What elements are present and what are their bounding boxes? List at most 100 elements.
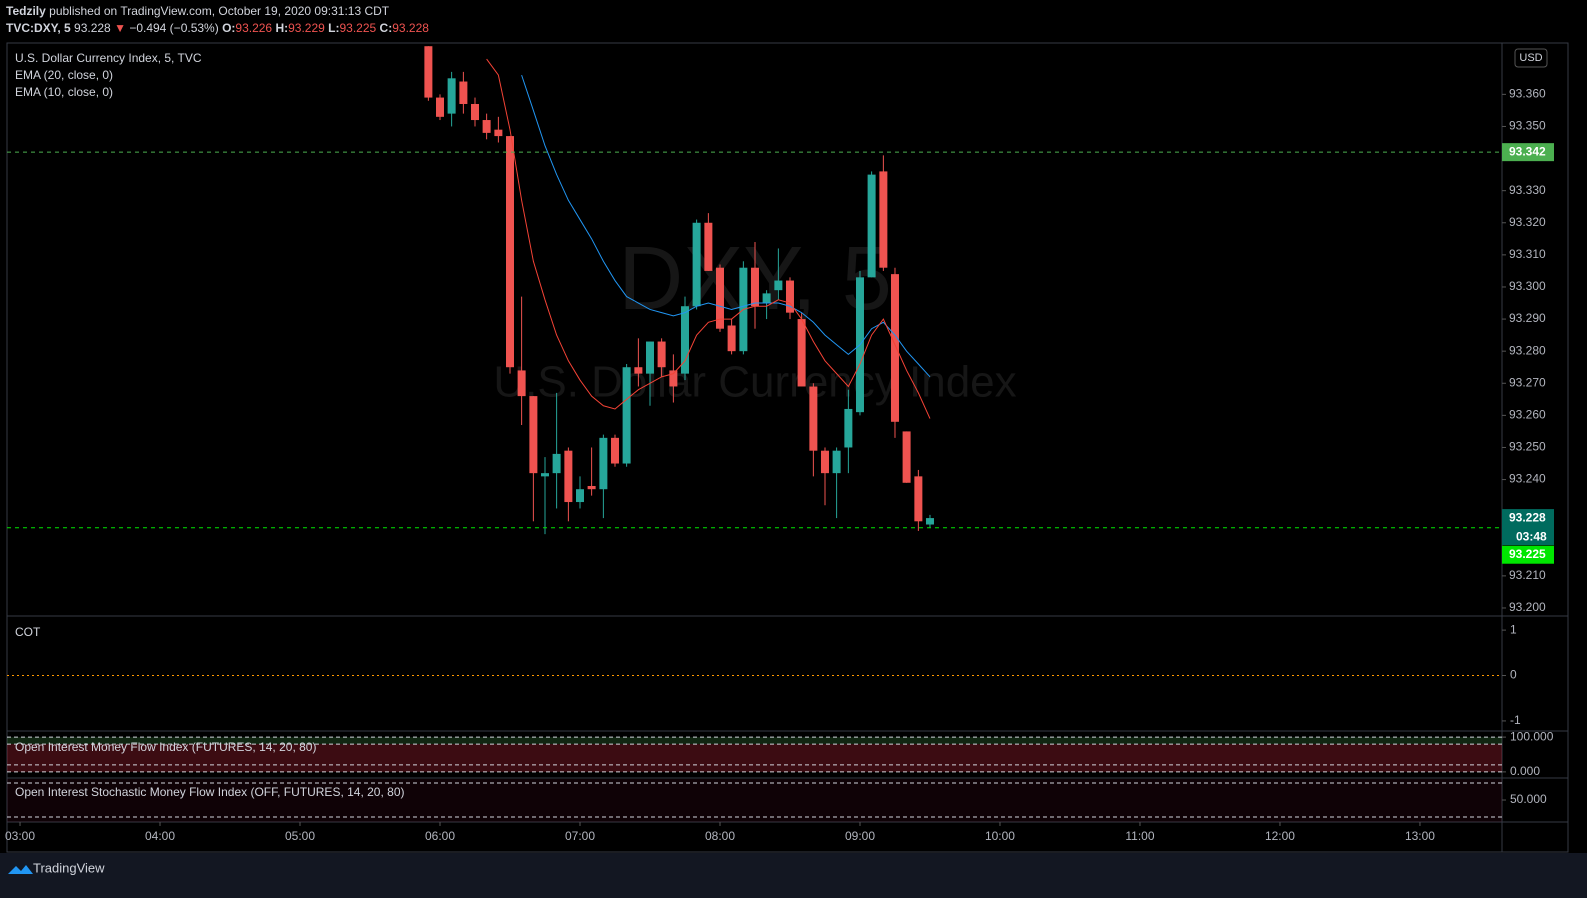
y-tick-label: 93.300 <box>1509 279 1546 293</box>
x-tick-label: 04:00 <box>145 829 175 843</box>
y-tick-label: 100.000 <box>1510 729 1554 743</box>
candle-body <box>482 120 491 133</box>
x-tick-label: 12:00 <box>1265 829 1295 843</box>
header-line: Tedzily published on TradingView.com, Oc… <box>6 4 390 18</box>
ohlc-label: H: <box>275 21 288 35</box>
change: −0.494 (−0.53%) <box>129 21 218 35</box>
y-tick-label: 93.320 <box>1509 215 1546 229</box>
candle-body <box>820 450 829 474</box>
ohlc-value: 93.226 <box>235 21 272 35</box>
candle-body <box>436 97 445 117</box>
candle-body <box>505 136 514 368</box>
y-tick-label: 93.310 <box>1509 247 1546 261</box>
x-tick-label: 07:00 <box>565 829 595 843</box>
price-label: 93.225 <box>1509 547 1546 561</box>
candle-body <box>634 367 643 374</box>
price-label-bg <box>1502 545 1554 564</box>
footer-brand: TradingView <box>33 860 105 875</box>
symbol: TVC:DXY, 5 <box>6 21 71 35</box>
candle-body <box>494 129 503 137</box>
candle-body <box>879 171 888 268</box>
watermark: U.S. Dollar Currency Index <box>493 358 1016 407</box>
y-tick-label: 93.210 <box>1509 568 1546 582</box>
x-tick-label: 03:00 <box>5 829 35 843</box>
pane-title: Open Interest Stochastic Money Flow Inde… <box>15 785 404 799</box>
pane-title: COT <box>15 625 41 639</box>
y-tick-label: 93.350 <box>1509 119 1546 133</box>
candle-body <box>774 280 783 291</box>
currency-badge[interactable] <box>1514 48 1548 68</box>
y-tick-label: 1 <box>1510 622 1517 636</box>
candle-body <box>692 222 701 307</box>
candle-body <box>902 431 911 483</box>
candle-body <box>750 267 759 307</box>
y-tick-label: -1 <box>1510 713 1521 727</box>
candle-body <box>832 450 841 474</box>
candle-body <box>645 341 654 374</box>
legend-entry: EMA (20, close, 0) <box>15 68 113 82</box>
y-tick-label: 93.240 <box>1509 472 1546 486</box>
upper-band <box>7 737 1502 745</box>
candle-body <box>890 274 899 422</box>
author: Tedzily <box>6 4 46 18</box>
candle-body <box>610 437 619 464</box>
ohlc-value: 93.225 <box>340 21 377 35</box>
candle-body <box>785 280 794 313</box>
main-pane <box>424 46 934 535</box>
candle-body <box>797 319 806 387</box>
down-arrow: ▼ <box>114 21 126 35</box>
band <box>7 779 1502 822</box>
y-tick-label: 0 <box>1510 668 1517 682</box>
x-tick-label: 05:00 <box>285 829 315 843</box>
last-price-label: 93.228 <box>1509 510 1546 524</box>
x-tick-label: 08:00 <box>705 829 735 843</box>
pane-title: Open Interest Money Flow Index (FUTURES,… <box>15 740 316 754</box>
y-tick-label: 93.270 <box>1509 375 1546 389</box>
ema-line <box>486 58 931 419</box>
x-tick-label: 09:00 <box>845 829 875 843</box>
currency: USD <box>1519 52 1542 64</box>
candle-body <box>517 370 526 397</box>
lower-band <box>7 744 1502 772</box>
candle-body <box>622 367 631 464</box>
x-tick-label: 13:00 <box>1405 829 1435 843</box>
ohlc-label: O: <box>222 21 235 35</box>
candle-body <box>680 306 689 374</box>
candle-body <box>657 341 666 368</box>
candle-body <box>447 78 456 114</box>
candle-body <box>914 476 923 522</box>
y-tick-label: 93.280 <box>1509 343 1546 357</box>
ema-line <box>521 74 931 378</box>
price-label-bg <box>1502 143 1554 162</box>
candle-body <box>867 174 876 278</box>
legend-title: U.S. Dollar Currency Index, 5, TVC <box>15 51 202 65</box>
candle-body <box>424 46 433 98</box>
candle-body <box>727 325 736 352</box>
y-tick-label: 93.260 <box>1509 408 1546 422</box>
candle-body <box>529 396 538 474</box>
footer-bar <box>0 853 1587 898</box>
y-tick-label: 93.250 <box>1509 440 1546 454</box>
ohlc-value: 93.229 <box>288 21 325 35</box>
candle-body <box>599 437 608 490</box>
y-tick-label: 50.000 <box>1510 792 1547 806</box>
x-tick-label: 06:00 <box>425 829 455 843</box>
published: published on TradingView.com, October 19… <box>49 4 390 18</box>
candle-body <box>844 408 853 448</box>
candle-body <box>669 370 678 387</box>
chart-frame <box>6 42 1569 853</box>
candle-body <box>564 450 573 503</box>
candle-body <box>762 293 771 304</box>
price-label: 93.342 <box>1509 144 1546 158</box>
y-tick-label: 93.360 <box>1509 87 1546 101</box>
candle-body <box>715 267 724 329</box>
ohlc-value: 93.228 <box>392 21 429 35</box>
candle-body <box>471 103 480 121</box>
logo <box>8 865 33 874</box>
ohlc-label: L: <box>328 21 339 35</box>
candle-body <box>925 518 934 525</box>
y-tick-label: 93.330 <box>1509 183 1546 197</box>
